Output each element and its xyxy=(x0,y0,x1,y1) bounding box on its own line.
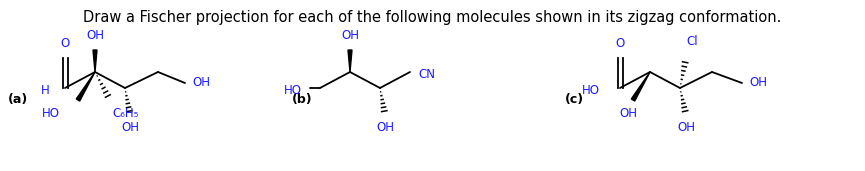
Text: H: H xyxy=(42,83,50,96)
Text: CN: CN xyxy=(418,68,435,81)
Polygon shape xyxy=(631,72,650,101)
Text: HO: HO xyxy=(284,83,302,96)
Text: OH: OH xyxy=(192,76,210,89)
Text: O: O xyxy=(615,37,625,50)
Text: OH: OH xyxy=(376,121,394,134)
Polygon shape xyxy=(76,72,95,101)
Text: Draw a Fischer projection for each of the following molecules shown in its zigza: Draw a Fischer projection for each of th… xyxy=(83,10,781,25)
Text: OH: OH xyxy=(677,121,695,134)
Text: HO: HO xyxy=(42,107,60,120)
Text: (c): (c) xyxy=(565,94,584,107)
Text: HO: HO xyxy=(582,83,600,96)
Text: OH: OH xyxy=(86,29,104,42)
Text: OH: OH xyxy=(341,29,359,42)
Text: OH: OH xyxy=(121,121,139,134)
Polygon shape xyxy=(93,50,97,72)
Polygon shape xyxy=(348,50,352,72)
Text: C₆H₅: C₆H₅ xyxy=(112,107,138,120)
Text: OH: OH xyxy=(749,76,767,89)
Text: OH: OH xyxy=(619,107,637,120)
Text: O: O xyxy=(61,37,69,50)
Text: (b): (b) xyxy=(292,94,312,107)
Text: (a): (a) xyxy=(8,94,29,107)
Text: Cl: Cl xyxy=(686,35,698,48)
